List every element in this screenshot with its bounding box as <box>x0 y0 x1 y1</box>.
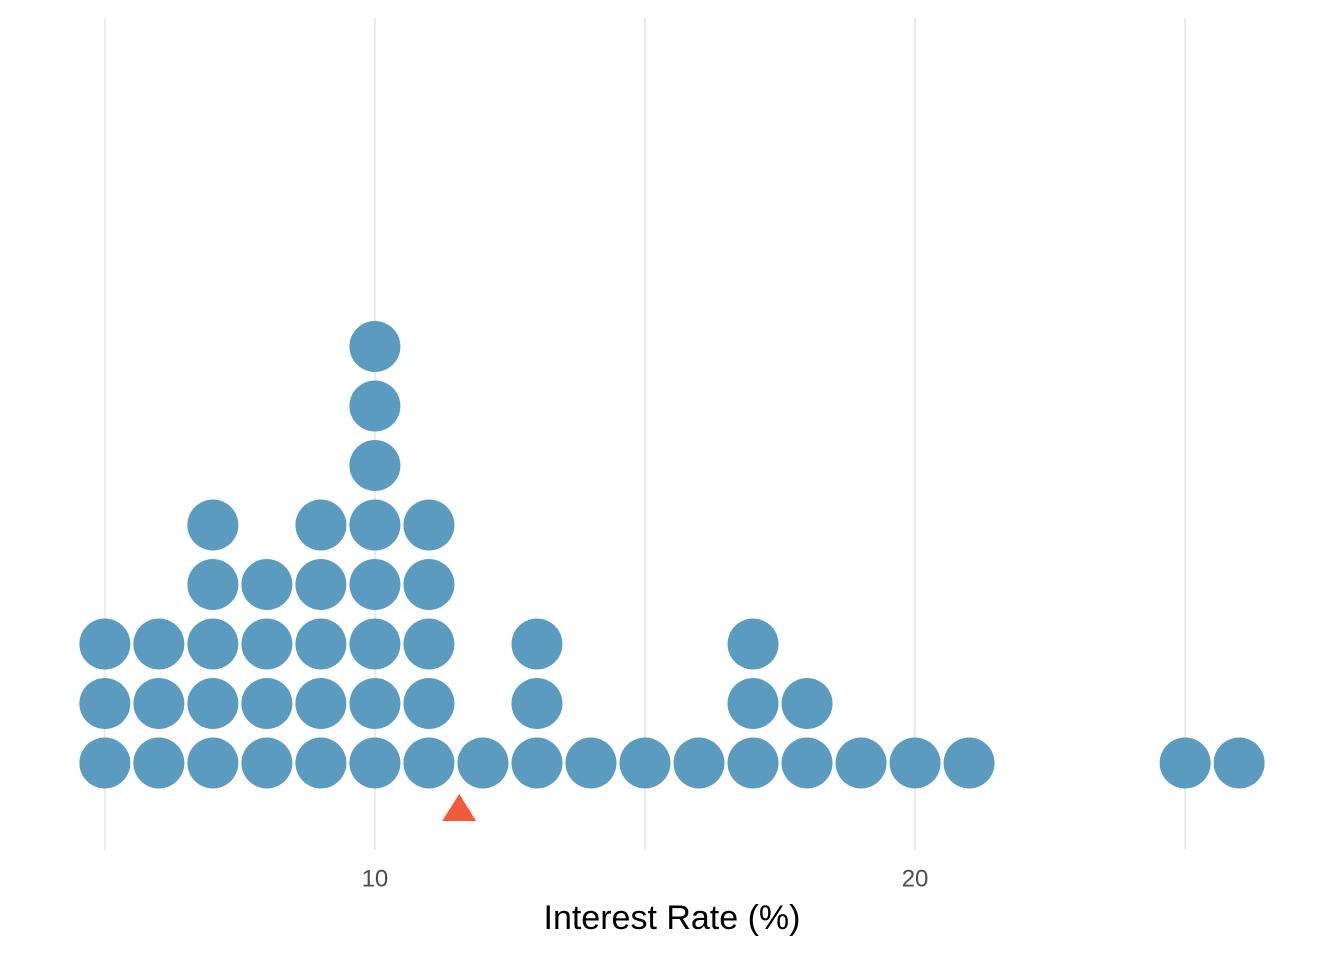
dot <box>1213 737 1265 789</box>
dot <box>349 321 401 372</box>
dot <box>619 737 671 789</box>
dot <box>943 737 995 789</box>
dot <box>349 499 401 551</box>
dot <box>241 618 293 670</box>
dot <box>403 618 455 670</box>
dot <box>241 737 293 789</box>
dot <box>349 380 401 432</box>
dot <box>457 737 509 789</box>
dot <box>187 737 239 789</box>
x-tick-label: 10 <box>362 865 389 892</box>
dot <box>79 678 131 729</box>
dot <box>403 678 455 729</box>
dot <box>727 737 779 789</box>
dot <box>241 678 293 729</box>
dot <box>295 618 347 670</box>
dot <box>511 618 563 670</box>
mean-marker <box>442 794 477 821</box>
dot <box>349 678 401 729</box>
dot <box>781 737 833 789</box>
dot <box>511 678 563 729</box>
dot <box>673 737 725 789</box>
dot <box>403 737 455 789</box>
dot <box>403 559 455 610</box>
dot <box>187 618 239 670</box>
dot <box>835 737 887 789</box>
dot <box>889 737 941 789</box>
dot <box>403 499 455 551</box>
x-tick-label: 20 <box>902 865 929 892</box>
dot <box>79 618 131 670</box>
dot <box>727 678 779 729</box>
dot <box>511 737 563 789</box>
dot <box>295 678 347 729</box>
dot <box>727 618 779 670</box>
dot <box>349 737 401 789</box>
dot <box>187 678 239 729</box>
dot <box>295 559 347 610</box>
dot <box>133 678 185 729</box>
dot <box>1159 737 1211 789</box>
dot <box>133 618 185 670</box>
dot <box>187 559 239 610</box>
dot <box>349 559 401 610</box>
dot <box>133 737 185 789</box>
dot <box>187 499 239 551</box>
dot <box>241 559 293 610</box>
dot <box>295 737 347 789</box>
dot <box>349 440 401 491</box>
dot <box>349 618 401 670</box>
dot <box>565 737 617 789</box>
dot <box>781 678 833 729</box>
x-axis-title: Interest Rate (%) <box>544 899 801 937</box>
dot <box>295 499 347 551</box>
dot <box>79 737 131 789</box>
